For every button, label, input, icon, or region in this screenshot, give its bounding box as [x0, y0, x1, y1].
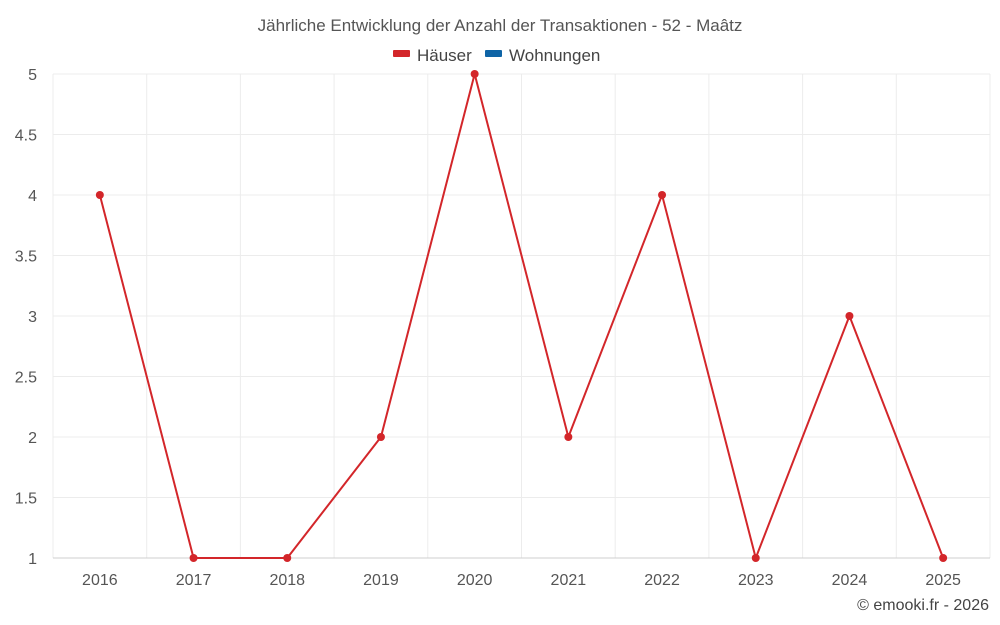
data-point-haeuser[interactable] — [283, 554, 292, 562]
data-point-haeuser[interactable] — [189, 554, 198, 562]
data-point-haeuser[interactable] — [95, 191, 104, 199]
x-tick-label: 2020 — [457, 572, 493, 589]
x-tick-label: 2024 — [832, 572, 868, 589]
legend-label-wohnungen: Wohnungen — [509, 46, 600, 65]
legend-swatch-haeuser — [393, 50, 410, 57]
y-tick-label: 4 — [28, 188, 37, 205]
y-axis: 1 1.5 2 2.5 3 3.5 4 4.5 5 — [15, 67, 37, 568]
x-tick-label: 2025 — [925, 572, 961, 589]
x-tick-label: 2017 — [176, 572, 212, 589]
x-tick-label: 2022 — [644, 572, 680, 589]
y-tick-label: 1.5 — [15, 491, 37, 508]
chart-title: Jährliche Entwicklung der Anzahl der Tra… — [258, 16, 743, 35]
legend-item-wohnungen[interactable]: Wohnungen — [485, 46, 600, 65]
y-tick-label: 1 — [28, 551, 37, 568]
x-tick-label: 2021 — [551, 572, 587, 589]
data-point-haeuser[interactable] — [564, 433, 573, 441]
data-point-haeuser[interactable] — [939, 554, 948, 562]
y-tick-label: 5 — [28, 67, 37, 84]
credit-text: © emooki.fr - 2026 — [857, 597, 989, 614]
data-point-haeuser[interactable] — [751, 554, 760, 562]
legend: Häuser Wohnungen — [393, 46, 600, 65]
y-tick-label: 4.5 — [15, 128, 37, 145]
legend-swatch-wohnungen — [485, 50, 502, 57]
y-tick-label: 3.5 — [15, 249, 37, 266]
x-axis: 2016 2017 2018 2019 2020 2021 2022 2023 2024 2025 — [53, 557, 990, 589]
series-line-haeuser — [98, 73, 945, 559]
data-point-haeuser[interactable] — [376, 433, 385, 441]
legend-label-haeuser: Häuser — [417, 46, 472, 65]
data-point-haeuser[interactable] — [658, 191, 667, 199]
x-tick-label: 2018 — [269, 572, 305, 589]
series-haeuser — [95, 70, 948, 562]
x-tick-label: 2023 — [738, 572, 774, 589]
x-tick-label: 2019 — [363, 572, 399, 589]
data-point-haeuser[interactable] — [845, 312, 854, 320]
data-point-haeuser[interactable] — [470, 70, 479, 78]
y-tick-label: 3 — [28, 309, 37, 326]
legend-item-haeuser[interactable]: Häuser — [393, 46, 472, 65]
y-tick-label: 2 — [28, 430, 37, 447]
y-tick-label: 2.5 — [15, 370, 37, 387]
x-tick-label: 2016 — [82, 572, 118, 589]
